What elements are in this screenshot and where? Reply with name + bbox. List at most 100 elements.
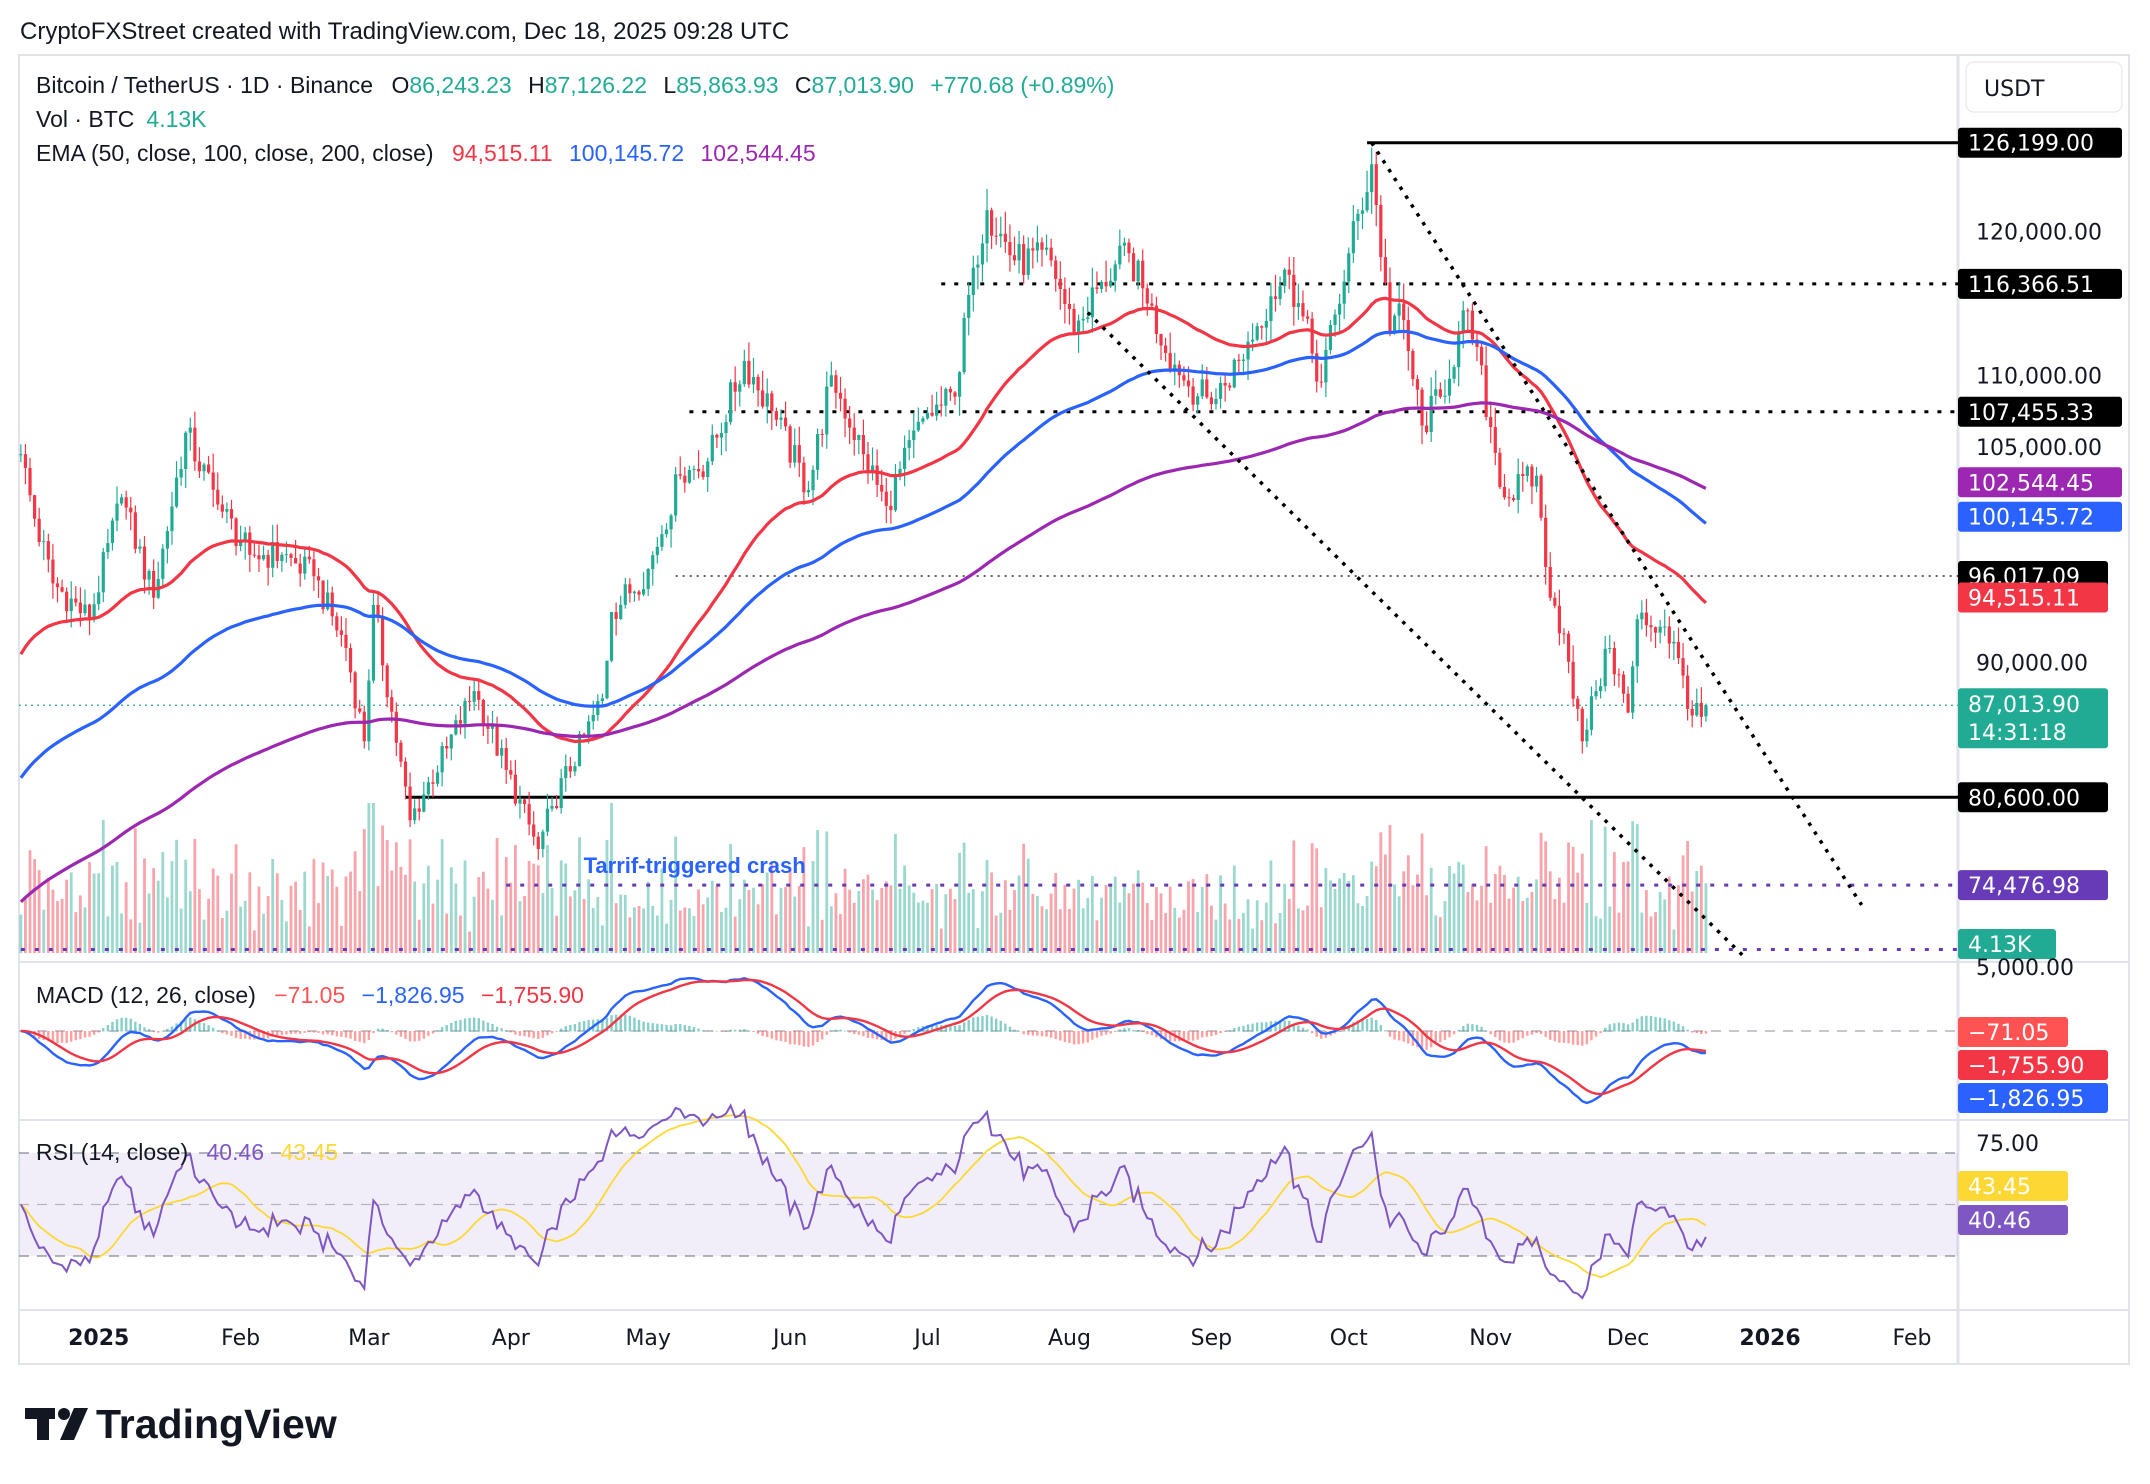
volume-bar xyxy=(1539,832,1543,953)
macd-hist-bar xyxy=(1109,1031,1112,1034)
candle-body xyxy=(669,515,673,530)
volume-bar xyxy=(793,896,797,953)
macd-hist-bar xyxy=(1695,1031,1698,1034)
candle-body xyxy=(1099,281,1104,289)
candle-body xyxy=(587,721,591,735)
currency-button[interactable] xyxy=(1965,61,2123,113)
macd-hist-bar xyxy=(679,1023,682,1032)
candle-body xyxy=(655,546,659,556)
volume-bar xyxy=(101,819,105,953)
candle-body xyxy=(1054,260,1058,279)
volume-bar xyxy=(541,892,545,953)
macd-hist-bar xyxy=(628,1015,632,1032)
price-axis[interactable]: 120,000.00 110,000.00 105,000.00 90,000.00 1… xyxy=(1958,127,2122,1235)
time-axis[interactable]: 2025 Feb Mar Apr May Jun Jul Aug Sep Oct Nov Dec 202… xyxy=(68,1326,1931,1351)
macd-hist-bar xyxy=(1379,1025,1383,1032)
macd-hist-bar xyxy=(761,1031,764,1037)
candle-body xyxy=(912,430,916,441)
candle-body xyxy=(1095,287,1099,289)
candle-body xyxy=(573,766,577,772)
volume-bar xyxy=(866,874,870,953)
candle-body xyxy=(536,836,540,849)
volume-bar xyxy=(1626,861,1630,953)
macd-hist-bar xyxy=(1077,1031,1080,1045)
volume-bar xyxy=(1196,911,1200,953)
candle-body xyxy=(948,388,952,393)
macd-hist-bar xyxy=(1320,1031,1323,1039)
volume-bar xyxy=(697,889,700,953)
candle-body xyxy=(261,554,266,560)
candle-body xyxy=(1109,280,1113,287)
candle-body xyxy=(28,467,32,496)
candle-body xyxy=(101,552,105,593)
macd-hist-bar xyxy=(1640,1016,1644,1032)
volume-bar xyxy=(1136,870,1140,953)
candle-body xyxy=(564,766,568,779)
macd-hist-bar xyxy=(1535,1031,1538,1034)
volume-bar xyxy=(1209,905,1213,953)
macd-hist-bar xyxy=(1306,1029,1309,1032)
rsi-tag: 43.45 xyxy=(1968,1175,2031,1200)
volume-bar xyxy=(88,862,91,953)
candle-body xyxy=(687,469,691,483)
time-tick: 2025 xyxy=(68,1326,129,1351)
candle-body xyxy=(880,484,884,492)
macd-hist-bar xyxy=(701,1030,705,1032)
candle-body xyxy=(1397,303,1401,316)
volume-bar xyxy=(894,833,897,953)
symbol-name[interactable]: Bitcoin / TetherUS · 1D · Binance xyxy=(36,72,373,98)
candle-body xyxy=(1237,359,1241,361)
candle-body xyxy=(1164,345,1168,353)
trendline xyxy=(1370,141,1864,906)
horizontal-levels[interactable] xyxy=(19,141,1958,951)
volume-bar xyxy=(839,914,842,953)
volume-bar xyxy=(912,892,916,953)
candle-body xyxy=(1603,648,1607,687)
volume-bar xyxy=(220,918,224,953)
volume-bar xyxy=(1608,906,1612,953)
volume-bar xyxy=(779,887,783,953)
macd-hist-bar xyxy=(665,1024,668,1032)
volume-bar xyxy=(1283,883,1287,953)
candle-body xyxy=(944,388,948,406)
volume-bar xyxy=(239,906,243,953)
volume-bar xyxy=(509,882,513,953)
volume-tag-bg xyxy=(1958,929,2056,959)
last-price-tag: 87,013.90 xyxy=(1968,693,2080,718)
candle-body xyxy=(1434,389,1438,396)
candle-body xyxy=(683,475,687,483)
volume-bar xyxy=(1475,900,1479,953)
volume-bar xyxy=(701,904,705,953)
candle-body xyxy=(1040,242,1044,250)
volume-bar xyxy=(536,865,540,953)
candle-body xyxy=(472,691,476,702)
macd-hist-bar xyxy=(1150,1031,1154,1036)
macd-hist-bar xyxy=(1700,1031,1703,1035)
volume-bar xyxy=(56,901,59,953)
candle-body xyxy=(916,421,920,431)
macd-hist-bar xyxy=(340,1031,343,1037)
ema200-line xyxy=(19,401,1707,904)
volume-bar xyxy=(1425,895,1429,953)
time-tick: Feb xyxy=(221,1326,260,1351)
trendlines[interactable] xyxy=(1086,141,1864,961)
candle-body xyxy=(1699,702,1703,717)
macd-hist-bar xyxy=(189,1017,192,1032)
volume-bar xyxy=(285,921,288,953)
macd-hist-bar xyxy=(1530,1031,1534,1035)
volume-bar xyxy=(605,840,609,953)
candle-body xyxy=(124,497,128,508)
volume-bar xyxy=(1374,866,1378,953)
macd-hist-bar xyxy=(1668,1020,1671,1032)
legend-macd: MACD (12, 26, close) −71.05 −1,826.95 −1… xyxy=(36,982,584,1008)
tradingview-logo[interactable]: TradingView xyxy=(25,1401,337,1447)
candle-body xyxy=(692,469,696,471)
candle-body xyxy=(1031,248,1035,251)
macd-hist-bar xyxy=(1407,1031,1410,1044)
candle-body xyxy=(1617,674,1621,676)
volume-bar xyxy=(225,910,229,953)
candle-body xyxy=(37,518,41,543)
macd-hist-bar xyxy=(450,1022,453,1032)
volume-bar xyxy=(156,880,160,953)
